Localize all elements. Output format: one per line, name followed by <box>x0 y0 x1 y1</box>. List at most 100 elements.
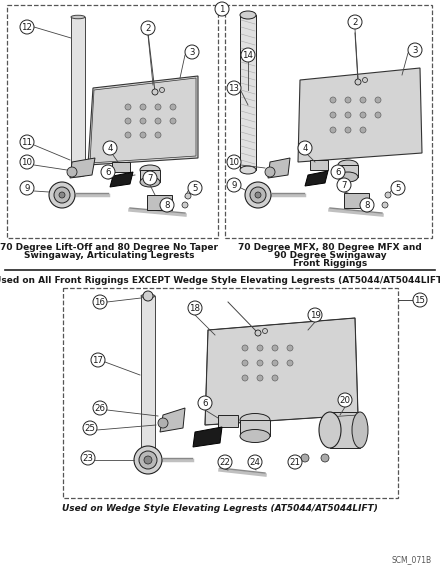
Polygon shape <box>305 171 328 186</box>
Text: 6: 6 <box>105 167 111 176</box>
Circle shape <box>93 295 107 309</box>
Text: 26: 26 <box>95 403 106 413</box>
Circle shape <box>155 132 161 138</box>
Circle shape <box>345 127 351 133</box>
Polygon shape <box>160 408 185 432</box>
Ellipse shape <box>338 172 358 182</box>
Circle shape <box>185 193 191 199</box>
Polygon shape <box>193 427 222 447</box>
Text: 2: 2 <box>145 23 151 32</box>
Circle shape <box>355 79 361 85</box>
Text: 4: 4 <box>302 143 308 152</box>
Circle shape <box>155 104 161 110</box>
Circle shape <box>185 45 199 59</box>
Text: 14: 14 <box>242 51 253 60</box>
Ellipse shape <box>140 165 160 175</box>
Circle shape <box>20 155 34 169</box>
Circle shape <box>345 112 351 118</box>
Circle shape <box>385 192 391 198</box>
Circle shape <box>198 396 212 410</box>
Circle shape <box>375 97 381 103</box>
Circle shape <box>188 181 202 195</box>
Text: 6: 6 <box>202 398 208 407</box>
Bar <box>344 193 369 208</box>
Circle shape <box>337 178 351 192</box>
Circle shape <box>227 178 241 192</box>
Circle shape <box>83 421 97 435</box>
Circle shape <box>141 21 155 35</box>
Circle shape <box>375 112 381 118</box>
Text: 4: 4 <box>107 143 113 152</box>
Bar <box>63 288 398 498</box>
Polygon shape <box>110 172 133 187</box>
Circle shape <box>59 192 65 198</box>
Circle shape <box>301 454 309 462</box>
Circle shape <box>263 328 268 333</box>
Circle shape <box>134 446 162 474</box>
Circle shape <box>382 202 388 208</box>
Text: 9: 9 <box>231 180 237 189</box>
Circle shape <box>103 141 117 155</box>
Circle shape <box>298 141 312 155</box>
Polygon shape <box>298 68 422 162</box>
Circle shape <box>272 345 278 351</box>
Text: 15: 15 <box>414 295 425 304</box>
Circle shape <box>143 171 157 185</box>
Text: 9: 9 <box>24 183 29 192</box>
Circle shape <box>265 167 275 177</box>
Text: 22: 22 <box>220 457 231 467</box>
Text: 13: 13 <box>228 84 239 93</box>
Bar <box>7 5 218 238</box>
Circle shape <box>330 112 336 118</box>
Circle shape <box>125 132 131 138</box>
Circle shape <box>144 456 152 464</box>
Text: 70 Degree Lift-Off and 80 Degree No Taper: 70 Degree Lift-Off and 80 Degree No Tape… <box>0 243 218 252</box>
Ellipse shape <box>71 15 85 19</box>
Circle shape <box>125 118 131 124</box>
Circle shape <box>288 455 302 469</box>
Circle shape <box>255 192 261 198</box>
Circle shape <box>91 353 105 367</box>
Bar <box>141 296 155 455</box>
Circle shape <box>54 187 70 203</box>
Bar <box>112 162 130 172</box>
Text: 5: 5 <box>192 183 198 192</box>
Circle shape <box>139 451 157 469</box>
Circle shape <box>81 451 95 465</box>
Circle shape <box>188 301 202 315</box>
Circle shape <box>20 181 34 195</box>
Polygon shape <box>70 158 95 178</box>
Circle shape <box>170 118 176 124</box>
Ellipse shape <box>71 173 85 177</box>
Text: Used on Wedge Style Elevating Legrests (AT5044/AT5044LIFT): Used on Wedge Style Elevating Legrests (… <box>62 504 378 513</box>
Ellipse shape <box>240 430 270 443</box>
Circle shape <box>227 81 241 95</box>
Text: 21: 21 <box>290 457 301 467</box>
Text: 12: 12 <box>22 23 33 31</box>
Circle shape <box>360 127 366 133</box>
Bar <box>330 412 360 448</box>
Text: 20: 20 <box>340 395 351 405</box>
Circle shape <box>242 375 248 381</box>
Circle shape <box>360 198 374 212</box>
Text: Swingaway, Articulating Legrests: Swingaway, Articulating Legrests <box>24 251 194 260</box>
Text: 7: 7 <box>147 174 153 183</box>
Circle shape <box>248 455 262 469</box>
Circle shape <box>338 393 352 407</box>
Text: 10: 10 <box>228 158 239 167</box>
Circle shape <box>160 88 165 93</box>
Text: 5: 5 <box>395 183 401 192</box>
Circle shape <box>218 455 232 469</box>
Bar <box>140 170 160 182</box>
Text: 16: 16 <box>95 298 106 307</box>
Text: 11: 11 <box>22 138 33 146</box>
Circle shape <box>140 118 146 124</box>
Circle shape <box>160 198 174 212</box>
Circle shape <box>140 132 146 138</box>
Bar <box>338 165 358 177</box>
Text: SCM_071B: SCM_071B <box>392 555 432 564</box>
Ellipse shape <box>319 412 341 448</box>
Text: 25: 25 <box>84 423 95 432</box>
Circle shape <box>272 375 278 381</box>
Text: Front Riggings: Front Riggings <box>293 259 367 268</box>
